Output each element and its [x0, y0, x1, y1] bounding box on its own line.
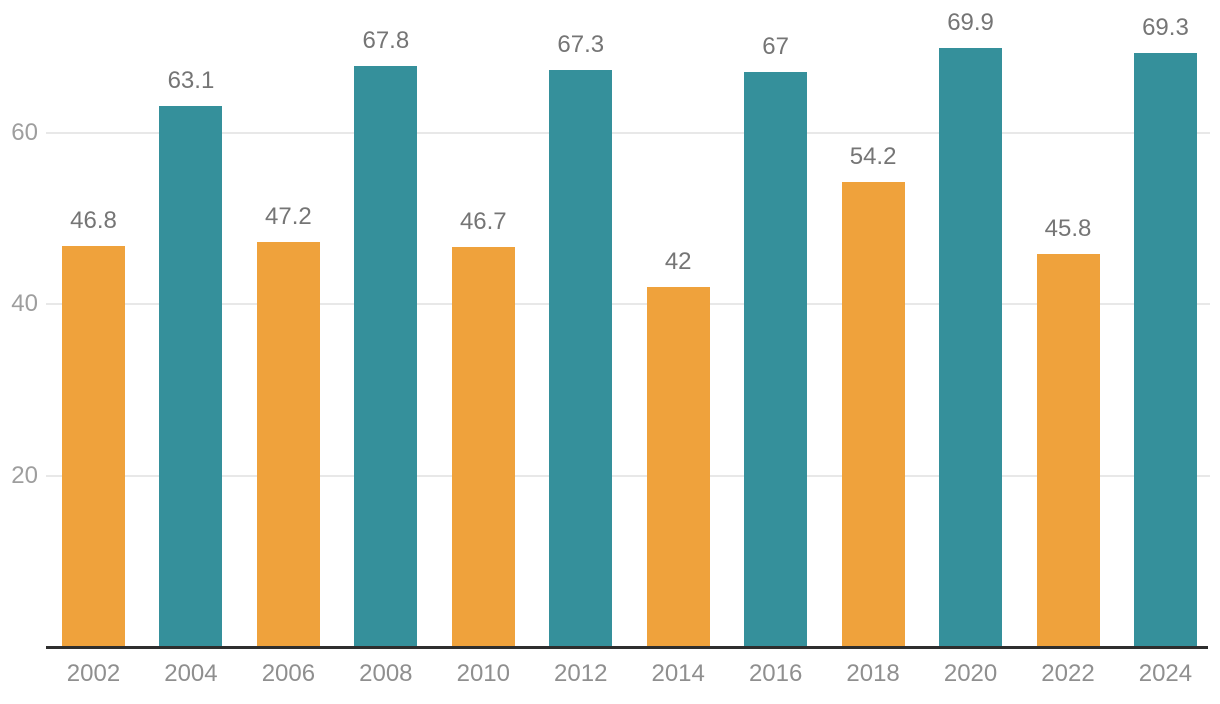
x-axis-tick-label: 2004: [164, 660, 218, 687]
x-axis-tick-label: 2020: [943, 660, 998, 687]
x-axis-tick-label: 2024: [1138, 660, 1193, 687]
bar-2018: [841, 182, 905, 647]
y-gridline: [46, 303, 1210, 305]
x-axis-tick-label: 2010: [456, 660, 510, 687]
y-gridline: [46, 131, 1210, 134]
bar-value-label: 42: [664, 247, 692, 275]
x-axis-tick-label: 2014: [651, 660, 705, 687]
bar-value-label: 45.8: [1044, 215, 1092, 243]
bar-2006: [256, 242, 320, 647]
bar-value-label: 47.2: [265, 203, 312, 231]
bar-2004: [159, 105, 223, 647]
bar-value-label: 69.3: [1142, 13, 1189, 41]
bar-value-label: 46.8: [70, 206, 117, 234]
bar-2012: [549, 69, 613, 647]
bar-2016: [744, 72, 808, 647]
x-axis-tick-label: 2002: [66, 660, 121, 687]
x-axis-tick-label: 2018: [846, 660, 900, 687]
x-axis-tick-label: 2006: [261, 660, 316, 687]
y-axis-tick-label: 40: [11, 290, 38, 317]
x-axis-line: [46, 646, 1208, 649]
x-axis-tick-label: 2012: [554, 660, 608, 687]
bar-2010: [451, 246, 515, 647]
y-axis-tick-label: 60: [11, 118, 38, 146]
bar-value-label: 63.1: [167, 66, 215, 94]
bar-value-label: 67.3: [557, 30, 605, 58]
bar-2024: [1133, 52, 1197, 647]
x-axis-tick-label: 2008: [359, 660, 413, 687]
y-gridline: [46, 474, 1210, 477]
bar-2014: [646, 286, 710, 647]
bar-value-label: 67.8: [362, 26, 410, 54]
x-axis-tick-label: 2022: [1041, 660, 1095, 687]
bar-value-label: 54.2: [849, 143, 897, 171]
x-axis-tick-label: 2016: [748, 660, 803, 687]
bar-2022: [1036, 254, 1100, 647]
bar-2020: [939, 47, 1003, 647]
bar-value-label: 67: [762, 33, 789, 61]
y-axis-tick-label: 20: [11, 461, 38, 489]
bar-2008: [354, 65, 418, 647]
bar-value-label: 69.9: [947, 8, 994, 36]
bar-value-label: 46.7: [459, 207, 507, 235]
bar-2002: [62, 245, 125, 647]
